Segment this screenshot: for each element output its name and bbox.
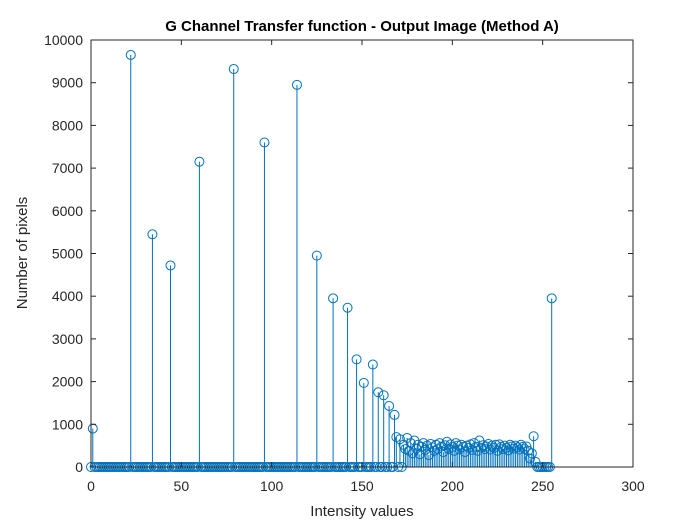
y-tick-label: 10000 bbox=[44, 32, 83, 48]
stem-marker bbox=[228, 64, 239, 75]
plot-area bbox=[91, 40, 633, 467]
stem-marker bbox=[389, 409, 400, 420]
stem-marker bbox=[438, 447, 449, 458]
stem-marker bbox=[501, 442, 512, 453]
stem-marker bbox=[328, 293, 339, 304]
stem-marker bbox=[528, 431, 539, 442]
y-tick-label: 6000 bbox=[52, 203, 83, 219]
stem-marker bbox=[449, 445, 460, 456]
stem-marker bbox=[384, 400, 395, 411]
stem-marker bbox=[472, 445, 483, 456]
stem-marker bbox=[505, 439, 516, 450]
x-tick-label: 300 bbox=[621, 478, 645, 494]
stem-marker bbox=[530, 456, 541, 467]
stem-marker bbox=[525, 453, 536, 464]
stem-marker bbox=[147, 229, 158, 240]
stem-marker bbox=[517, 441, 528, 452]
stem-marker bbox=[405, 438, 416, 449]
x-tick-label: 200 bbox=[441, 478, 465, 494]
stem-marker bbox=[546, 293, 557, 304]
axes: 0 50 100 150 200 250 3000100020003000400050006… bbox=[44, 32, 645, 494]
y-tick-label: 5000 bbox=[52, 246, 83, 262]
stem-marker bbox=[194, 156, 205, 167]
stem-marker bbox=[311, 250, 322, 261]
y-tick-label: 0 bbox=[75, 459, 83, 475]
stem-marker bbox=[467, 444, 478, 455]
stem-marker bbox=[418, 438, 429, 449]
stem-marker bbox=[165, 260, 176, 271]
stem-marker bbox=[521, 441, 532, 452]
stem-marker bbox=[259, 137, 270, 148]
stem-marker bbox=[342, 302, 353, 313]
stem-marker bbox=[351, 354, 362, 365]
y-tick-label: 9000 bbox=[52, 75, 83, 91]
stem-marker bbox=[445, 439, 456, 450]
stem-marker bbox=[503, 445, 514, 456]
y-tick-label: 7000 bbox=[52, 160, 83, 176]
stem-marker bbox=[523, 445, 534, 456]
stem-marker bbox=[291, 79, 302, 90]
stem-marker bbox=[358, 377, 369, 388]
stem-marker bbox=[402, 432, 413, 443]
x-tick-label: 100 bbox=[260, 478, 284, 494]
stem-marker bbox=[403, 445, 414, 456]
stem-marker bbox=[526, 448, 537, 459]
stem-marker bbox=[492, 445, 503, 456]
y-axis-label: Number of pixels bbox=[14, 197, 31, 310]
x-tick-label: 150 bbox=[350, 478, 374, 494]
stem-marker bbox=[125, 49, 136, 60]
stem-marker bbox=[373, 387, 384, 398]
x-tick-label: 50 bbox=[174, 478, 190, 494]
y-tick-label: 3000 bbox=[52, 331, 83, 347]
y-tick-label: 4000 bbox=[52, 288, 83, 304]
stem-marker bbox=[394, 434, 405, 445]
stem-marker bbox=[510, 440, 521, 451]
stem-marker bbox=[378, 390, 389, 401]
y-tick-label: 1000 bbox=[52, 416, 83, 432]
y-tick-label: 8000 bbox=[52, 117, 83, 133]
x-tick-label: 0 bbox=[87, 478, 95, 494]
x-tick-label: 250 bbox=[531, 478, 555, 494]
y-tick-label: 2000 bbox=[52, 374, 83, 390]
chart-title: G Channel Transfer function - Output Ima… bbox=[165, 18, 559, 35]
stem-marker bbox=[367, 359, 378, 370]
x-axis-label: Intensity values bbox=[310, 503, 413, 520]
